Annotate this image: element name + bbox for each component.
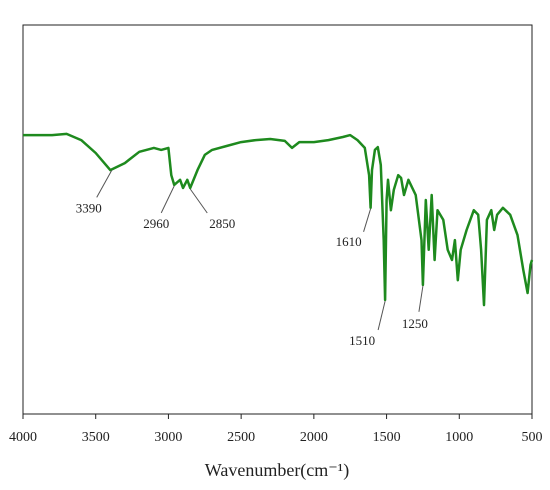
spectrum-line xyxy=(23,132,534,307)
annotation-label: 3390 xyxy=(76,200,102,215)
x-tick-label: 1500 xyxy=(373,430,401,445)
x-tick-label: 2500 xyxy=(227,430,255,445)
annotation-leader xyxy=(160,185,175,214)
annotation-label: 2850 xyxy=(209,216,235,231)
annotation-leader xyxy=(377,300,386,331)
annotation-leader xyxy=(363,208,372,232)
x-tick-label: 1000 xyxy=(445,430,473,445)
annotation-label: 1610 xyxy=(336,234,362,249)
annotation-label: 1510 xyxy=(349,333,375,348)
annotation-leader xyxy=(189,188,208,214)
annotation-leader xyxy=(418,285,424,312)
x-tick-label: 500 xyxy=(522,430,543,445)
x-tick-label: 3500 xyxy=(82,430,110,445)
annotation-label: 1250 xyxy=(402,316,428,331)
x-tick-label: 3000 xyxy=(154,430,182,445)
x-tick-label: 4000 xyxy=(9,430,37,445)
x-tick-label: 2000 xyxy=(300,430,328,445)
annotation-label: 2960 xyxy=(143,216,169,231)
annotation-leader xyxy=(96,170,113,198)
x-axis-label: Wavenumber(cm⁻¹) xyxy=(205,460,349,481)
plot-frame xyxy=(22,24,533,415)
